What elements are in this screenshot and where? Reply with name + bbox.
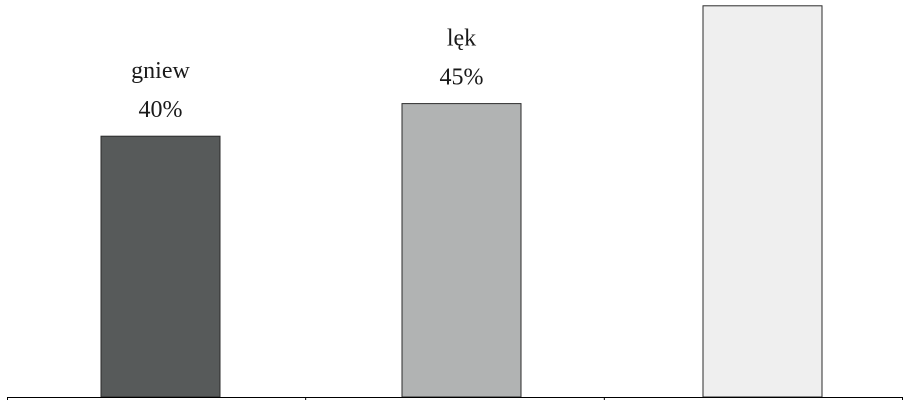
bar-2 xyxy=(401,103,522,398)
bar-value-label: 45% xyxy=(440,65,484,91)
bar-category-label: lęk xyxy=(447,26,476,52)
bar-3 xyxy=(702,5,823,398)
bars-group xyxy=(100,5,823,398)
bar-1 xyxy=(100,135,221,398)
bar-category-label: gniew xyxy=(131,58,190,84)
bar-value-label: 40% xyxy=(139,97,183,123)
